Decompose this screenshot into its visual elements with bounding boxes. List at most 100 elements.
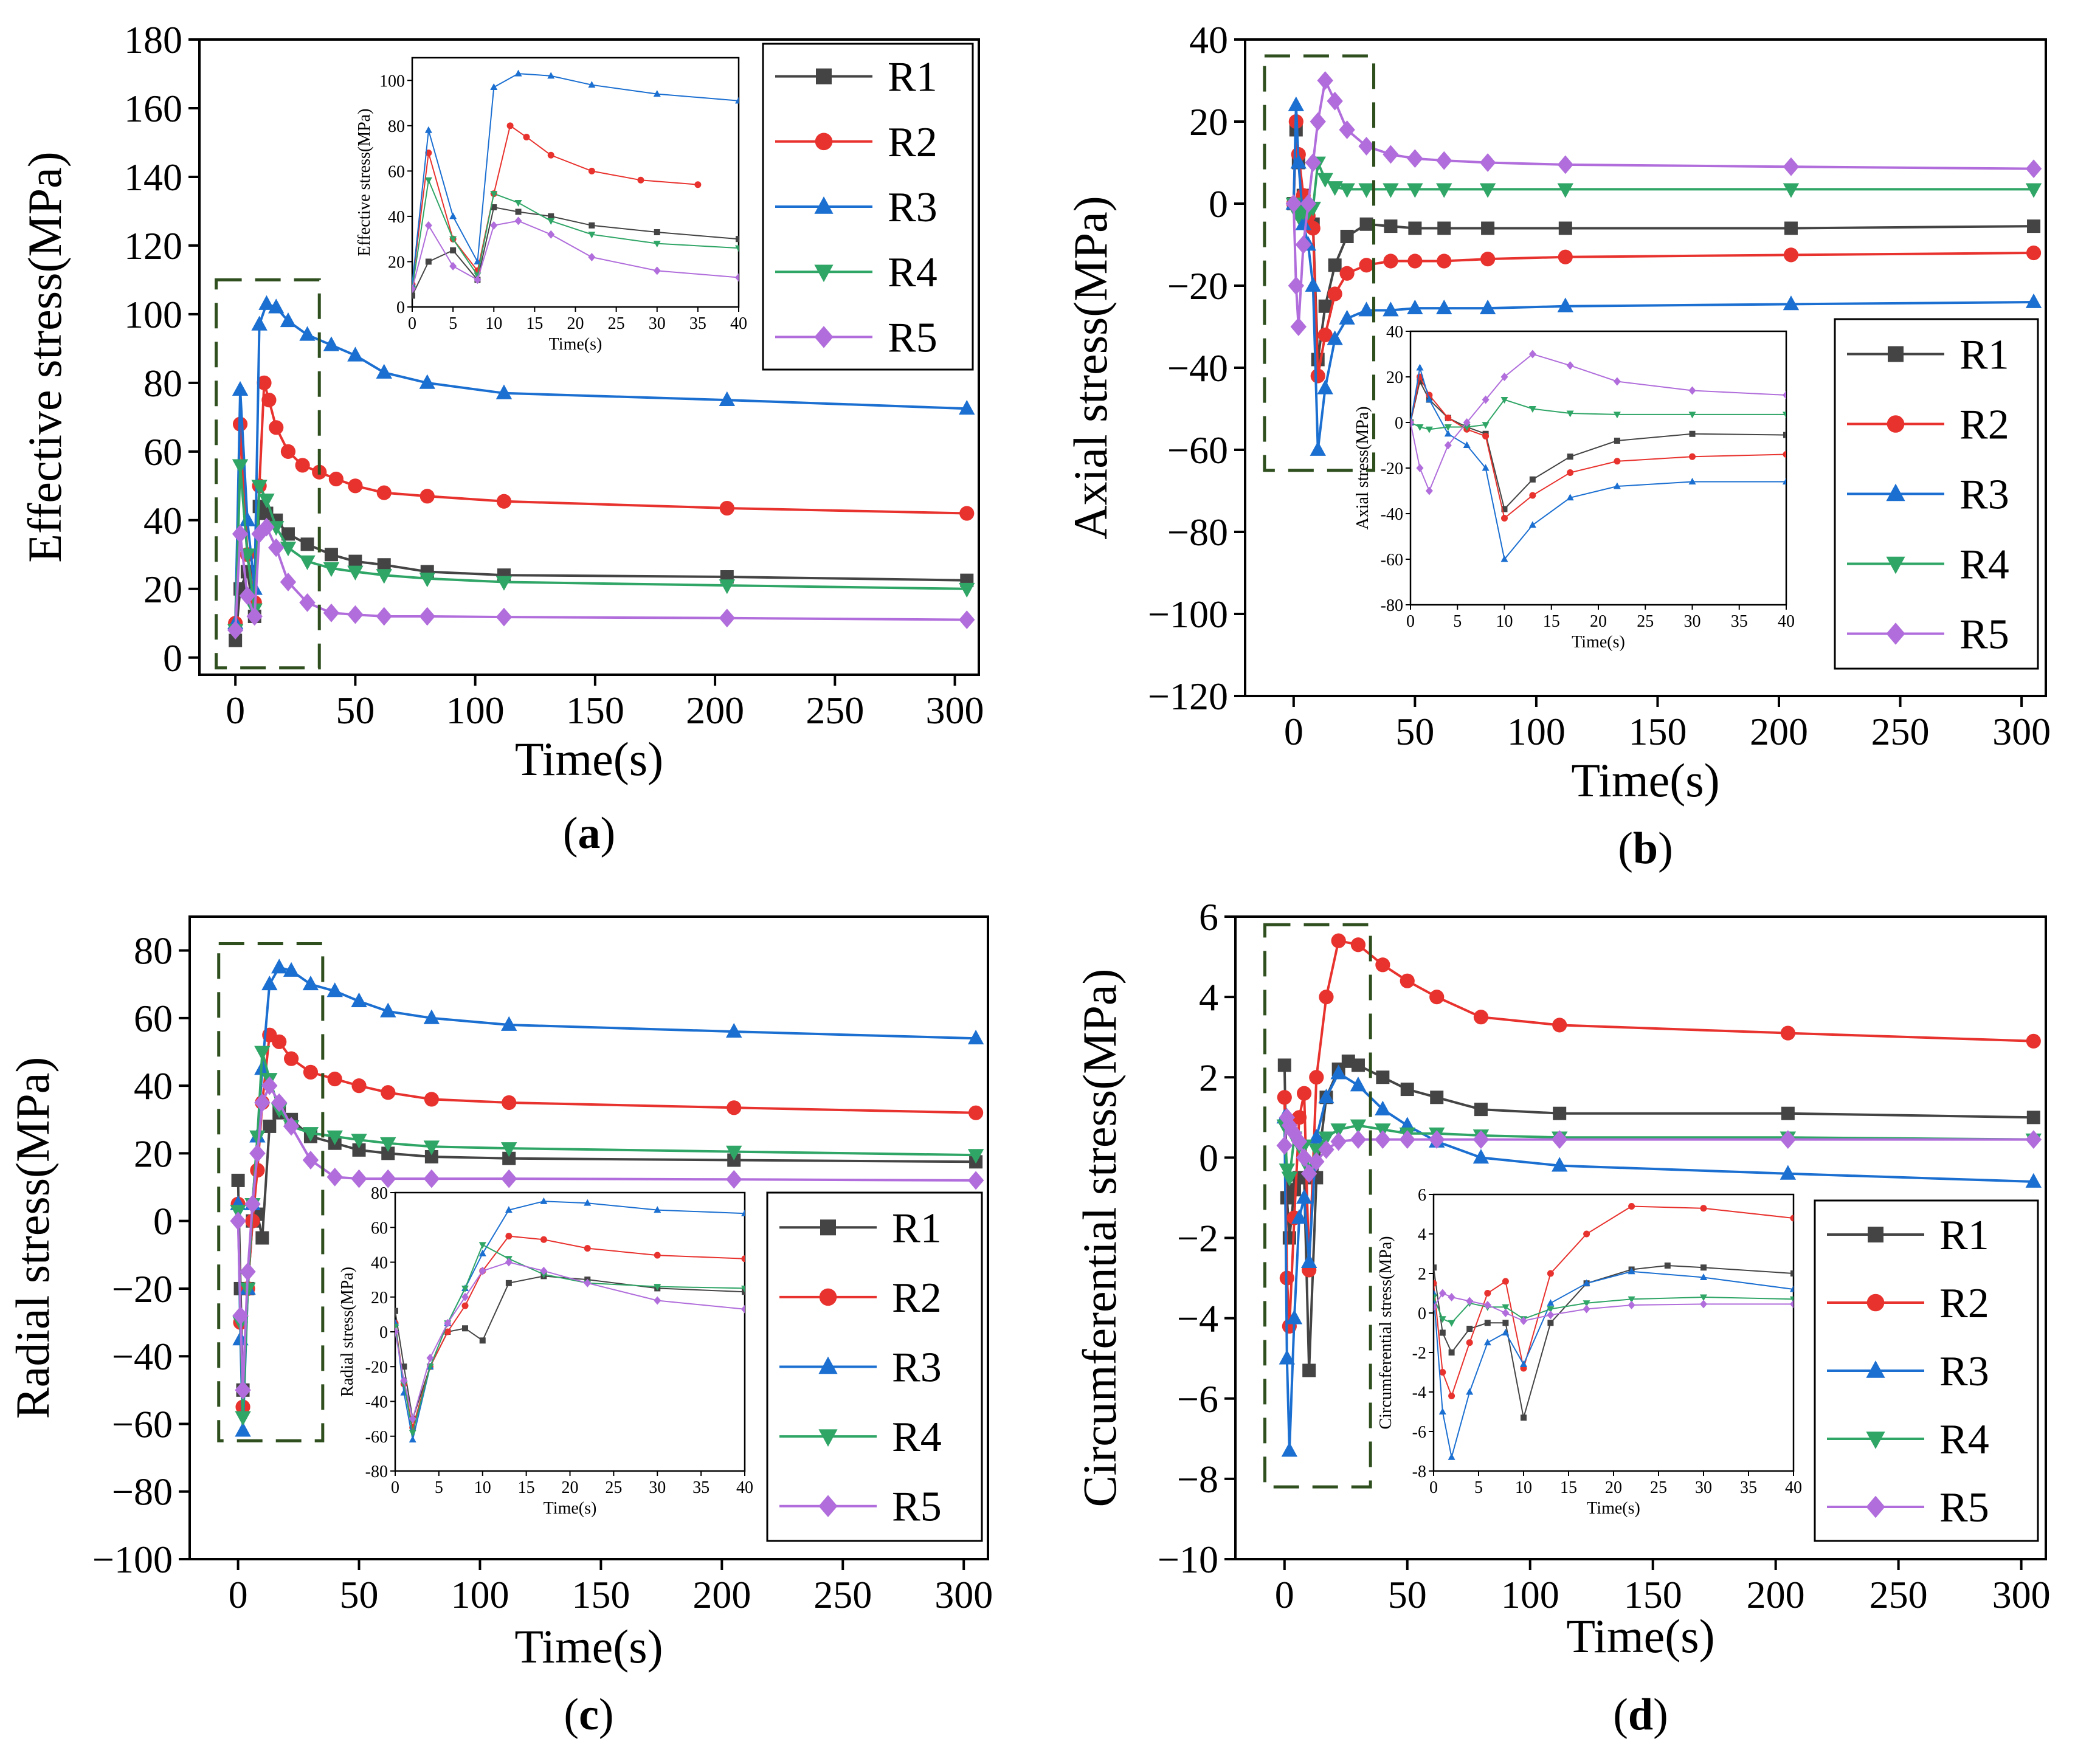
inset-data-point-R1 xyxy=(1664,1263,1671,1269)
data-point-R2 xyxy=(1297,1086,1312,1101)
x-tick-label: 50 xyxy=(1388,1573,1427,1616)
data-point-R1 xyxy=(1376,1070,1390,1084)
y-tick-label: 40 xyxy=(143,499,182,542)
legend-label: R5 xyxy=(1959,612,2009,658)
plot-frame xyxy=(188,915,989,1560)
legend: R1 R2 R3 R4 R5 xyxy=(762,43,974,371)
legend-item-R5: R5 xyxy=(1847,612,2009,658)
x-tick-label: 200 xyxy=(692,1573,751,1616)
data-point-R3 xyxy=(268,298,285,314)
inset-data-point-R4 xyxy=(1438,1316,1446,1323)
data-point-R2 xyxy=(1480,252,1496,267)
inset-data-point-R1 xyxy=(491,204,497,210)
data-point-R3 xyxy=(1436,299,1452,315)
legend: R1 R2 R3 R4 R5 xyxy=(766,1191,983,1542)
inset-x-tick-label: 40 xyxy=(1778,612,1795,631)
inset-data-point-R1 xyxy=(412,292,415,299)
series-group xyxy=(1276,933,2042,1457)
data-point-R4 xyxy=(1330,1123,1347,1139)
data-point-R5 xyxy=(1296,1148,1313,1167)
data-point-R1 xyxy=(1384,219,1398,233)
inset-data-point-R1 xyxy=(1529,476,1536,483)
inset-data-point-R5 xyxy=(1500,373,1508,381)
legend-item-R1: R1 xyxy=(1847,332,2009,379)
data-point-R3 xyxy=(235,1422,251,1437)
legend-item-R5: R5 xyxy=(775,314,937,361)
legend-item-R3: R3 xyxy=(775,184,937,231)
inset-data-point-R5 xyxy=(1416,464,1424,472)
data-point-R3 xyxy=(1310,441,1326,456)
inset-data-point-R2 xyxy=(637,176,644,184)
inset-y-tick-label: -60 xyxy=(365,1428,388,1447)
y-tick-label: 40 xyxy=(134,1064,173,1108)
panel-label-close: ) xyxy=(599,1690,614,1740)
panel-label-letter: d xyxy=(1628,1690,1653,1740)
inset-data-point-R5 xyxy=(1502,1309,1510,1317)
inset-data-point-R2 xyxy=(540,1236,547,1243)
data-point-R4 xyxy=(258,494,275,509)
inset-y-tick-label: -80 xyxy=(1381,596,1403,615)
inset-x-tick-label: 10 xyxy=(485,314,502,333)
data-point-R2 xyxy=(272,1034,287,1049)
data-point-R2 xyxy=(381,1085,396,1100)
data-point-R2 xyxy=(1339,266,1355,281)
inset-data-point-R3 xyxy=(505,1206,513,1213)
data-point-R5 xyxy=(1350,1130,1367,1149)
data-point-R3 xyxy=(1295,215,1311,230)
inset-data-point-R2 xyxy=(1448,1393,1455,1399)
inset-data-point-R4 xyxy=(1547,1306,1555,1313)
inset-data-point-R3 xyxy=(584,1199,592,1206)
inset-series-line-R2 xyxy=(1410,375,1786,520)
data-point-R5 xyxy=(230,1211,246,1231)
data-point-R3 xyxy=(1330,1064,1347,1080)
inset-x-tick-label: 35 xyxy=(689,314,706,333)
data-point-R4 xyxy=(1358,183,1375,198)
inset-data-point-R3 xyxy=(424,126,432,133)
data-point-R1 xyxy=(1340,230,1354,243)
inset-data-point-R3 xyxy=(1520,1360,1527,1367)
data-point-R5 xyxy=(1327,91,1343,111)
inset-data-point-R5 xyxy=(1444,441,1452,450)
legend-label: R5 xyxy=(1939,1484,1989,1531)
series-line-R4 xyxy=(234,465,967,630)
inset-data-point-R3 xyxy=(1547,1299,1555,1306)
series-line-R4 xyxy=(1292,157,2034,218)
data-point-R2 xyxy=(1473,1010,1489,1025)
inset-x-tick-label: 0 xyxy=(1429,1478,1438,1497)
inset-frame xyxy=(1432,1193,1795,1472)
inset-data-point-R1 xyxy=(654,229,660,235)
inset-data-point-R3 xyxy=(1700,1273,1707,1280)
data-point-R2 xyxy=(280,444,296,459)
data-point-R1 xyxy=(1277,1058,1291,1072)
data-point-R5 xyxy=(244,1194,261,1214)
inset-data-point-R3 xyxy=(1566,494,1574,501)
data-point-R3 xyxy=(1375,1100,1391,1115)
inset-data-point-R3 xyxy=(735,97,739,104)
inset-data-point-R4 xyxy=(653,241,661,248)
data-point-R3 xyxy=(251,315,268,331)
data-point-R3 xyxy=(423,1009,440,1024)
y-tick-label: 20 xyxy=(134,1132,173,1175)
legend-label: R4 xyxy=(1939,1416,1989,1463)
inset-x-tick-label: 40 xyxy=(1785,1478,1802,1497)
data-point-R5 xyxy=(1429,1130,1445,1149)
inset-series-group xyxy=(395,1197,745,1442)
inset-data-point-R4 xyxy=(1628,1296,1635,1303)
data-point-R3 xyxy=(2025,1173,2042,1188)
legend-marker xyxy=(814,196,834,214)
inset-data-point-R4 xyxy=(1444,424,1452,431)
data-point-R5 xyxy=(261,1076,278,1095)
x-tick-label: 150 xyxy=(1628,710,1687,753)
legend-item-R2: R2 xyxy=(775,119,937,166)
y-tick-label: 2 xyxy=(1199,1056,1218,1099)
inset-data-point-R5 xyxy=(1528,350,1536,359)
x-tick-label: 150 xyxy=(571,1573,630,1616)
inset-y-tick-label: 4 xyxy=(1418,1225,1426,1244)
inset-data-point-R2 xyxy=(1434,1280,1437,1287)
inset-data-point-R4 xyxy=(1448,1320,1455,1327)
inset-x-tick-label: 35 xyxy=(1740,1478,1757,1497)
data-point-R5 xyxy=(1473,1130,1490,1149)
x-tick-label: 200 xyxy=(686,689,744,732)
inset-data-point-R3 xyxy=(547,72,555,79)
inset-x-tick-label: 5 xyxy=(1474,1478,1483,1497)
